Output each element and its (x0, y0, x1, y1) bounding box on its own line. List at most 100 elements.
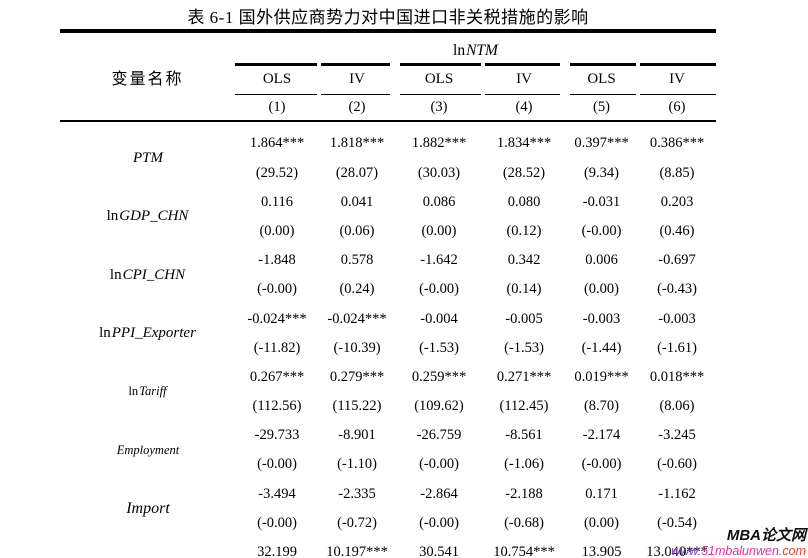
rule-segment (640, 93, 716, 96)
variable-block: ln PPI_Exporter -0.024*** -0.024*** -0.004 -0… (60, 304, 716, 362)
coefficient-cell: 0.259*** (411, 368, 467, 385)
coefficient-cell: -26.759 (416, 427, 462, 444)
depvar-name: NTM (466, 42, 498, 59)
variable-block: ln GDP_CHN 0.116 0.041 0.086 0.080 -0.031 0.203… (60, 188, 716, 246)
coefficient-cell: -0.005 (505, 310, 543, 327)
tstat-cell: (-0.00) (419, 281, 459, 298)
coefficient-cell: 0.342 (507, 252, 541, 269)
coefficient-cell: 0.578 (340, 252, 374, 269)
coefficient-cell: 1.864*** (249, 135, 305, 152)
watermark-url-part: .com (778, 543, 806, 558)
tstat-cell: (28.07) (335, 164, 379, 181)
tstat-cell: (0.00) (583, 281, 620, 298)
rule-segment (570, 63, 636, 66)
rule-segment (485, 93, 560, 96)
estimator-label: OLS (262, 71, 292, 87)
tstat-cell: (0.24) (339, 281, 375, 298)
coefficient-cell: 0.386*** (649, 135, 705, 152)
variable-label: ln Tariff (60, 363, 235, 421)
coefficient-cell: -0.004 (420, 310, 458, 327)
tstat-cell: (-1.53) (504, 339, 544, 356)
watermark-brand: MBA论文网 (726, 527, 806, 545)
model-number: (1) (268, 99, 286, 116)
variable-block: ln CPI_CHN -1.848 0.578 -1.642 0.342 0.006 -0.6… (60, 246, 716, 304)
rule-segment (321, 63, 390, 66)
table-header: 变量名称 ln NTM OLS IV OLS IV (60, 33, 716, 123)
tstat-cell: (-0.00) (257, 514, 297, 531)
coefficient-cell: -1.642 (420, 252, 458, 269)
tstat-cell: (0.00) (259, 222, 295, 239)
coefficient-cell: 1.834*** (496, 135, 552, 152)
tstat-cell: (-0.00) (257, 281, 297, 298)
coefficient-cell: 0.397*** (574, 135, 629, 152)
coefficient-cell: 1.882*** (411, 135, 467, 152)
variable-label: ln GDP_CHN (60, 188, 235, 246)
coefficient-cell: 0.080 (507, 193, 541, 210)
variable-label: 常数项 (60, 538, 235, 558)
estimator-label: IV (669, 71, 685, 87)
estimator-label: IV (349, 71, 365, 87)
tstat-cell: (0.46) (659, 222, 695, 239)
variable-block: ln Tariff 0.267*** 0.279*** 0.259*** 0.271***… (60, 363, 716, 421)
coefficient-cell: -3.245 (658, 427, 696, 444)
tstat-cell: (-10.39) (333, 339, 381, 356)
tstat-cell: (-0.00) (419, 456, 459, 473)
coefficient-cell: -29.733 (254, 427, 300, 444)
coefficient-cell: 30.541 (419, 544, 459, 558)
coefficient-cell: 32.199 (257, 544, 297, 558)
tstat-cell: (-0.60) (657, 456, 697, 473)
variable-label: ln PPI_Exporter (60, 304, 235, 362)
coefficient-cell: -0.003 (582, 310, 621, 327)
rule-segment (485, 63, 560, 66)
coefficient-cell: -8.901 (338, 427, 376, 444)
rule-segment (321, 93, 390, 96)
coefficient-cell: -0.697 (658, 252, 696, 269)
tstat-cell: (0.00) (583, 514, 620, 531)
coefficient-cell: -0.024*** (247, 310, 307, 327)
variable-label-name: Import (126, 499, 170, 517)
coefficient-cell: 0.006 (585, 252, 618, 269)
header-rule-upper (235, 63, 716, 66)
tstat-cell: (29.52) (255, 164, 299, 181)
variable-label: PTM (60, 129, 235, 187)
table-title: 表 6-1 国外供应商势力对中国进口非关税措施的影响 (187, 8, 589, 27)
coefficient-cell: 0.171 (585, 485, 618, 502)
estimator-row: OLS IV OLS IV OLS IV (235, 66, 716, 94)
watermark-url-part: 51mbalunwen (701, 543, 779, 558)
coefficient-cell: 13.905 (581, 544, 622, 558)
variable-label-name: Employment (116, 442, 180, 457)
tstat-cell: (-0.43) (657, 281, 697, 298)
tstat-cell: (112.45) (499, 398, 549, 415)
tstat-cell: (9.34) (583, 164, 620, 181)
tstat-cell: (112.56) (252, 398, 302, 415)
rule-segment (400, 63, 481, 66)
tstat-cell: (-1.44) (581, 339, 622, 356)
coefficient-cell: -0.024*** (327, 310, 387, 327)
coefficient-cell: -1.162 (658, 485, 696, 502)
header-columns: ln NTM OLS IV OLS IV OLS IV (235, 33, 716, 120)
variable-label-name: Tariff (139, 384, 167, 399)
rule-segment (640, 63, 716, 66)
coefficient-cell: 0.086 (422, 193, 456, 210)
variable-label: Employment (60, 421, 235, 479)
model-number-row: (1) (2) (3) (4) (5) (6) (235, 95, 716, 120)
variable-label-prefix: ln (106, 208, 119, 225)
coefficient-cell: 10.197*** (326, 544, 388, 558)
tstat-cell: (-1.06) (504, 456, 544, 473)
coefficient-cell: 0.041 (340, 193, 374, 210)
rule-segment (235, 63, 317, 66)
rule-segment (235, 93, 317, 96)
coefficient-cell: -3.494 (258, 485, 296, 502)
tstat-cell: (-0.72) (337, 514, 377, 531)
variable-label-name: CPI_CHN (122, 266, 186, 283)
tstat-cell: (115.22) (332, 398, 382, 415)
tstat-cell: (-1.10) (337, 456, 377, 473)
model-number: (4) (515, 99, 533, 116)
rule-segment (570, 93, 636, 96)
coefficient-cell: 10.754*** (493, 544, 555, 558)
tstat-cell: (30.03) (417, 164, 461, 181)
watermark-url: www.51mbalunwen.com (671, 543, 806, 558)
variable-name-header: 变量名称 (111, 70, 184, 88)
coefficient-cell: 0.267*** (249, 368, 305, 385)
